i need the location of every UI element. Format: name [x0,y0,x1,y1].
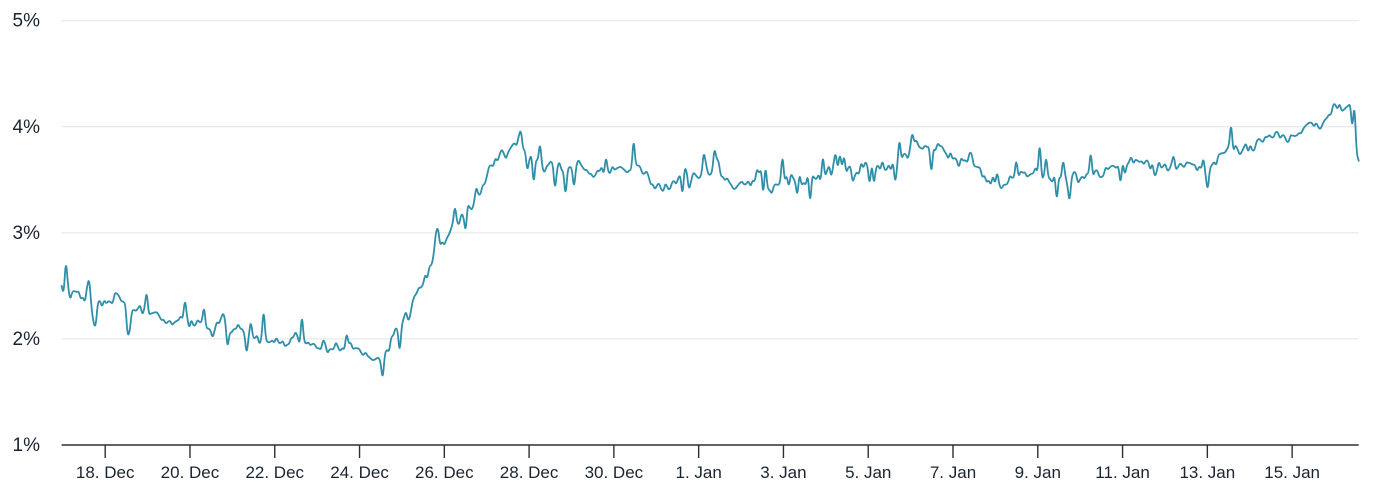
svg-text:13. Jan: 13. Jan [1179,463,1235,482]
svg-text:1%: 1% [13,435,41,456]
svg-text:5%: 5% [13,11,41,32]
svg-text:3. Jan: 3. Jan [760,463,806,482]
svg-text:22. Dec: 22. Dec [245,463,304,482]
svg-text:3%: 3% [13,223,41,244]
svg-text:18. Dec: 18. Dec [76,463,135,482]
svg-text:26. Dec: 26. Dec [415,463,474,482]
svg-text:9. Jan: 9. Jan [1015,463,1061,482]
svg-text:30. Dec: 30. Dec [585,463,644,482]
svg-text:2%: 2% [13,329,41,350]
svg-text:4%: 4% [13,117,41,138]
svg-text:24. Dec: 24. Dec [330,463,389,482]
svg-text:20. Dec: 20. Dec [161,463,220,482]
svg-text:1. Jan: 1. Jan [676,463,722,482]
svg-text:28. Dec: 28. Dec [500,463,559,482]
svg-text:11. Jan: 11. Jan [1095,463,1150,482]
svg-text:5. Jan: 5. Jan [845,463,891,482]
svg-text:7. Jan: 7. Jan [930,463,976,482]
svg-text:15. Jan: 15. Jan [1264,463,1320,482]
